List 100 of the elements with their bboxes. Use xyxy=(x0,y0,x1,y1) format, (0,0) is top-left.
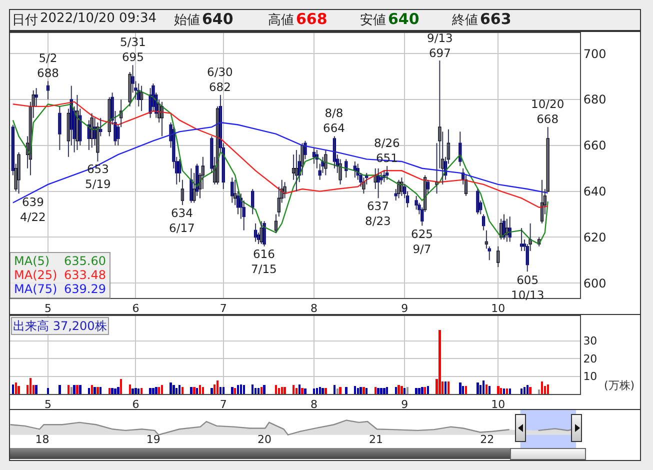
bar xyxy=(304,388,306,394)
bar xyxy=(193,386,196,394)
bar xyxy=(398,385,400,394)
bar xyxy=(322,388,324,394)
y-tick-label: 640 xyxy=(583,184,606,199)
y-tick-label: 600 xyxy=(583,276,606,290)
x-tick-label: 20 xyxy=(258,432,272,446)
bar xyxy=(120,378,122,394)
annotation: 625 9/7 xyxy=(411,227,433,256)
text: MA(5) xyxy=(14,254,50,268)
x-tick-label: 5 xyxy=(44,398,52,412)
text: 高値 xyxy=(268,12,294,29)
annotation: 9/13 697 xyxy=(427,31,453,60)
y-tick-label: 660 xyxy=(583,138,606,153)
x-tick-label: 19 xyxy=(146,432,160,446)
text: 日付 xyxy=(12,12,38,29)
bar xyxy=(76,385,78,394)
bar xyxy=(260,386,262,394)
bar xyxy=(502,388,506,394)
bar xyxy=(96,386,99,394)
bar xyxy=(114,388,116,394)
bar xyxy=(345,386,348,394)
bar xyxy=(90,385,93,394)
x-tick-label: 7 xyxy=(220,398,227,412)
annotation: 635.60 xyxy=(64,254,106,268)
x-tick-label: 5 xyxy=(44,302,52,316)
bar xyxy=(426,386,430,394)
annotation: 10/20 668 xyxy=(531,97,564,126)
annotation: 5/31 695 xyxy=(120,35,146,64)
bar xyxy=(138,388,140,394)
bar xyxy=(538,390,540,394)
bar xyxy=(280,386,283,394)
bar xyxy=(29,378,32,394)
text: 640 xyxy=(388,10,420,28)
text: 640 xyxy=(202,10,234,28)
bar xyxy=(506,388,508,394)
bar xyxy=(301,388,304,394)
bar xyxy=(67,385,70,394)
bar xyxy=(497,386,500,394)
x-tick-label: 9 xyxy=(401,302,408,316)
bar xyxy=(324,388,327,394)
bar xyxy=(18,386,20,394)
bar xyxy=(58,385,61,394)
bar xyxy=(149,388,152,394)
bar xyxy=(333,385,336,394)
bar xyxy=(219,386,222,394)
annotation: 出来高 37,200株 xyxy=(13,319,107,333)
bar xyxy=(421,386,424,394)
bar xyxy=(464,386,468,394)
text: 2022/10/20 09:34 xyxy=(40,11,157,26)
bar xyxy=(170,382,172,394)
bar xyxy=(523,386,526,394)
bar xyxy=(216,380,219,394)
bar xyxy=(79,385,82,394)
bar xyxy=(152,388,154,394)
y-tick-label: 10 xyxy=(583,370,598,384)
annotation: 653 5/19 xyxy=(85,162,111,191)
bar xyxy=(336,388,338,394)
annotation: 6/30 682 xyxy=(207,65,233,94)
bar xyxy=(94,386,96,394)
bar xyxy=(424,386,426,394)
bar xyxy=(438,330,441,394)
y-tick-label: 700 xyxy=(583,46,606,61)
bar xyxy=(312,388,316,394)
y-tick-label: 680 xyxy=(583,92,606,107)
bar xyxy=(210,388,213,394)
bar xyxy=(274,385,278,394)
bar xyxy=(242,385,245,394)
bar xyxy=(158,386,160,394)
annotation: 639.29 xyxy=(64,282,106,296)
bar xyxy=(526,385,528,394)
bar xyxy=(462,386,464,394)
bar xyxy=(292,385,295,394)
bar xyxy=(14,382,17,394)
bar xyxy=(508,388,511,394)
text: MA(25) xyxy=(14,268,58,282)
y-tick-label: 620 xyxy=(583,230,606,244)
bar xyxy=(263,385,266,394)
bar xyxy=(476,382,479,394)
bar xyxy=(540,382,544,394)
bar xyxy=(374,386,376,394)
bar xyxy=(172,385,175,394)
bar xyxy=(318,386,321,394)
annotation: 8/8 664 xyxy=(323,106,345,135)
bar xyxy=(529,386,532,394)
annotation: 637 8/23 xyxy=(365,199,391,228)
annotation: 5/2 688 xyxy=(37,51,59,80)
bar xyxy=(284,386,286,394)
bar xyxy=(155,386,158,394)
x-tick-label: 8 xyxy=(310,398,318,412)
bar xyxy=(400,386,403,394)
bar xyxy=(236,385,240,394)
text: 始値 xyxy=(174,12,200,29)
y-tick-label: 20 xyxy=(583,352,598,366)
bar xyxy=(520,388,523,394)
bar xyxy=(134,388,137,394)
x-tick-label: 10 xyxy=(491,398,506,412)
bar xyxy=(178,385,181,394)
bar xyxy=(181,386,184,394)
bar xyxy=(459,382,462,394)
